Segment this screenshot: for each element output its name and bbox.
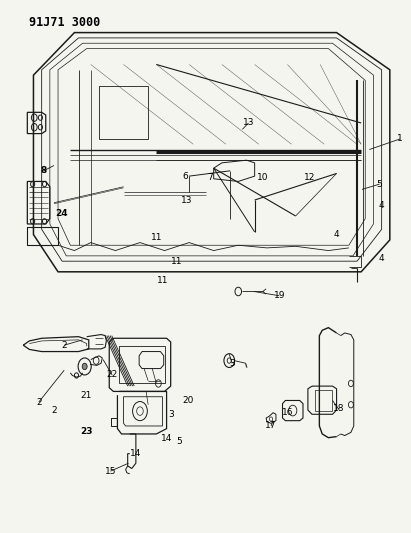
Text: 4: 4 bbox=[379, 254, 384, 263]
Text: 23: 23 bbox=[81, 427, 93, 436]
Text: 17: 17 bbox=[265, 422, 277, 431]
Text: 91J71 3000: 91J71 3000 bbox=[29, 15, 101, 29]
Text: 4: 4 bbox=[334, 230, 339, 239]
Text: 11: 11 bbox=[150, 233, 162, 242]
Text: 14: 14 bbox=[161, 434, 172, 443]
Text: 13: 13 bbox=[181, 196, 193, 205]
Text: 21: 21 bbox=[80, 391, 92, 400]
Text: 16: 16 bbox=[282, 408, 293, 417]
Text: 15: 15 bbox=[105, 467, 116, 475]
Text: 2: 2 bbox=[61, 341, 67, 350]
Text: 5: 5 bbox=[377, 180, 383, 189]
Circle shape bbox=[82, 364, 87, 369]
Text: 2: 2 bbox=[36, 398, 42, 407]
Text: 8: 8 bbox=[41, 166, 47, 175]
Text: 5: 5 bbox=[176, 438, 182, 447]
Text: 1: 1 bbox=[397, 134, 403, 143]
Text: 3: 3 bbox=[229, 359, 235, 368]
Text: 11: 11 bbox=[171, 257, 182, 265]
Text: 7: 7 bbox=[207, 173, 212, 182]
Text: 12: 12 bbox=[304, 173, 316, 182]
Text: 18: 18 bbox=[333, 405, 344, 414]
Text: 13: 13 bbox=[243, 118, 254, 127]
Text: 3: 3 bbox=[168, 410, 173, 419]
Text: 22: 22 bbox=[106, 370, 118, 379]
Text: 14: 14 bbox=[130, 449, 141, 458]
Text: 19: 19 bbox=[273, 291, 285, 300]
Text: 2: 2 bbox=[51, 406, 57, 415]
Text: 6: 6 bbox=[182, 172, 188, 181]
Text: 11: 11 bbox=[157, 276, 168, 285]
Text: 24: 24 bbox=[55, 209, 68, 218]
Text: 10: 10 bbox=[257, 173, 269, 182]
Text: 20: 20 bbox=[182, 396, 194, 405]
Text: 4: 4 bbox=[379, 201, 384, 210]
